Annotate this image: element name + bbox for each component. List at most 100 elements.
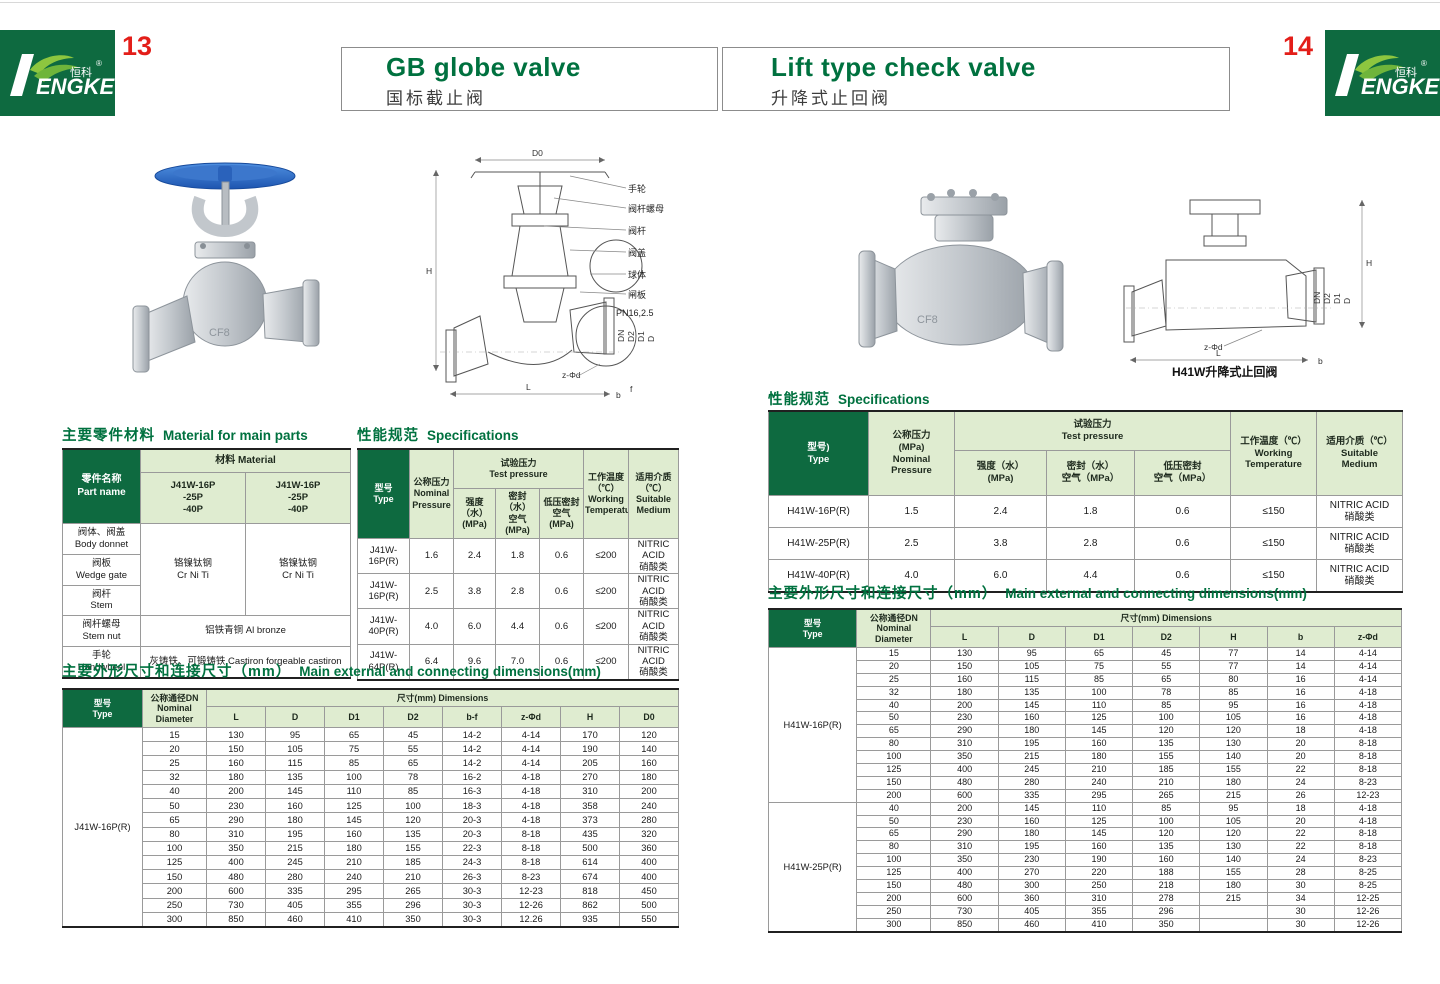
value-cell: 12-26 <box>501 897 561 913</box>
value-cell: 4-18 <box>1333 801 1403 816</box>
col-header-medium: 适用介质 （℃） Suitable Medium <box>628 448 679 539</box>
table-row: J41W-40P(R) 4.0 6.0 4.4 0.6 ≤200 NITRIC ACID 硝… <box>357 608 679 645</box>
value-cell: 28 <box>1266 866 1335 881</box>
value-cell: 4-14 <box>1333 659 1403 674</box>
value-cell: 355 <box>1064 904 1134 919</box>
section-title-spec: 性能规范 Specifications <box>357 424 519 445</box>
label-handwheel: 手轮 <box>628 183 646 194</box>
col-header-dims: 尺寸(mm) Dimensions <box>930 608 1402 627</box>
col-header-h: H <box>1199 626 1268 648</box>
col-header-low: 低压密封 空气 (MPa) <box>539 488 584 539</box>
value-cell: 1.6 <box>409 537 454 575</box>
value-cell: 100 <box>1064 685 1134 700</box>
dim-dn: DN <box>1312 292 1322 304</box>
dim-d0: D0 <box>532 148 543 158</box>
value-cell: 100 <box>324 769 384 785</box>
value-cell: 460 <box>997 917 1066 933</box>
section-title-material: 主要零件材料 Material for main parts <box>62 424 308 445</box>
value-cell: 12-25 <box>1333 891 1403 906</box>
table-row: 65 290 180 145 120 20-3 4-18 373 280 <box>63 812 680 828</box>
value-cell: 3.8 <box>954 527 1047 560</box>
value-cell: 500 <box>618 897 680 913</box>
value-cell: 310 <box>1064 891 1134 906</box>
value-cell: 75 <box>1064 659 1134 674</box>
value-cell: 15 <box>856 647 932 661</box>
value-cell: 185 <box>383 854 443 871</box>
value-cell: 85 <box>1064 672 1134 687</box>
value-cell: 85 <box>1132 698 1201 713</box>
material-cell: 铝铁青铜 Al bronze <box>139 615 352 647</box>
hengke-logo-icon: ENGKE 恒科 ® <box>1335 54 1440 99</box>
value-cell: 280 <box>618 812 680 828</box>
value-cell: 100 <box>856 853 932 868</box>
logo-text-en: ENGKE <box>1361 74 1440 99</box>
diameter-stack: DN D2 D1 D <box>1312 292 1352 304</box>
table-row: H41W-25P(R) 40 200 145 110 85 95 18 4-18 <box>767 801 1403 933</box>
table-row: H41W-40P(R) 4.0 6.0 4.4 0.6 ≤150 NITRIC ACID 硝… <box>768 559 1404 593</box>
value-cell: 218 <box>1132 879 1201 893</box>
body-marking: CF8 <box>917 314 938 326</box>
value-cell: 130 <box>1199 840 1268 855</box>
top-divider <box>0 2 1440 3</box>
value-cell: NITRIC ACID 硝酸类 <box>628 643 679 681</box>
value-cell: 0.6 <box>539 608 584 645</box>
dim-zd: z-Φd <box>562 370 581 380</box>
col-header-dims: 尺寸(mm) Dimensions <box>205 688 680 707</box>
value-cell: 230 <box>997 853 1066 868</box>
value-cell: 862 <box>560 897 620 913</box>
col-header-b: b <box>1266 626 1335 648</box>
table-row: 125 400 245 210 185 24-3 8-18 614 400 <box>63 854 680 871</box>
value-cell: 200 <box>142 883 207 899</box>
value-cell: 32 <box>142 769 207 785</box>
value-cell: 7.0 <box>495 643 540 681</box>
dim-b: b <box>1318 356 1323 366</box>
value-cell: 77 <box>1199 647 1268 661</box>
page-title-right: Lift type check valve 升降式止回阀 <box>722 47 1230 111</box>
value-cell: 95 <box>1199 698 1268 713</box>
table-row: 200 600 335 295 265 30-3 12-23 818 450 <box>63 883 680 899</box>
material-cell: 铬镍钛钢 Cr Ni Ti <box>244 522 352 617</box>
table-row: 125 400 245 210 185 155 22 8-18 <box>769 763 1403 777</box>
value-cell: 18 <box>1266 724 1335 739</box>
col-header-z-φd: z-Φd <box>501 706 561 728</box>
value-cell: 360 <box>618 840 680 856</box>
value-cell: 12-23 <box>501 883 561 899</box>
value-cell: 8-18 <box>1333 750 1403 765</box>
value-cell: 245 <box>997 763 1066 777</box>
value-cell: 265 <box>383 883 443 899</box>
value-cell: NITRIC ACID 硝酸类 <box>628 573 679 610</box>
value-cell: 1.8 <box>495 537 540 575</box>
value-cell: 405 <box>265 897 325 913</box>
value-cell: 0.6 <box>539 573 584 610</box>
value-cell: 22 <box>1266 840 1335 855</box>
value-cell: 215 <box>1199 788 1268 803</box>
value-cell: 14 <box>1266 647 1335 661</box>
table-row: 20 150 105 75 55 14-2 4-14 190 140 <box>63 741 680 757</box>
value-cell: 160 <box>618 755 680 771</box>
col-header-type: 型号 Type <box>357 448 410 539</box>
globe-valve-drawing: D0 H 手轮 <box>420 146 688 413</box>
value-cell: 95 <box>265 726 325 743</box>
col-header-d1: D1 <box>1064 626 1134 648</box>
value-cell: 155 <box>383 840 443 856</box>
material-cell: 铬镍钛钢 Cr Ni Ti <box>140 522 246 617</box>
part-name-cell: 阀体、阀盖 Body donnet <box>62 523 141 555</box>
value-cell: 350 <box>930 853 999 868</box>
section-title-en: Main external and connecting dimensions(… <box>299 664 601 679</box>
value-cell: 30-3 <box>442 883 502 899</box>
value-cell: 75 <box>324 741 384 757</box>
value-cell: 195 <box>265 826 325 842</box>
value-cell: 215 <box>265 840 325 856</box>
value-cell: 400 <box>930 763 999 777</box>
value-cell: 160 <box>997 814 1066 829</box>
value-cell: 16 <box>1266 672 1335 687</box>
value-cell: 270 <box>560 769 620 785</box>
dim-dn: DN <box>616 330 626 342</box>
value-cell: 12-23 <box>1333 788 1403 803</box>
value-cell: 295 <box>1064 788 1134 803</box>
registered-icon: ® <box>1421 59 1427 68</box>
dims-table-right: 型号 Type 公称通径DN Nominal Diameter 尺寸(mm) D… <box>767 608 1403 933</box>
value-cell: 32 <box>856 685 932 700</box>
value-cell: 20-3 <box>442 812 502 828</box>
brand-logo: ENGKE 恒科 ® <box>0 30 116 116</box>
